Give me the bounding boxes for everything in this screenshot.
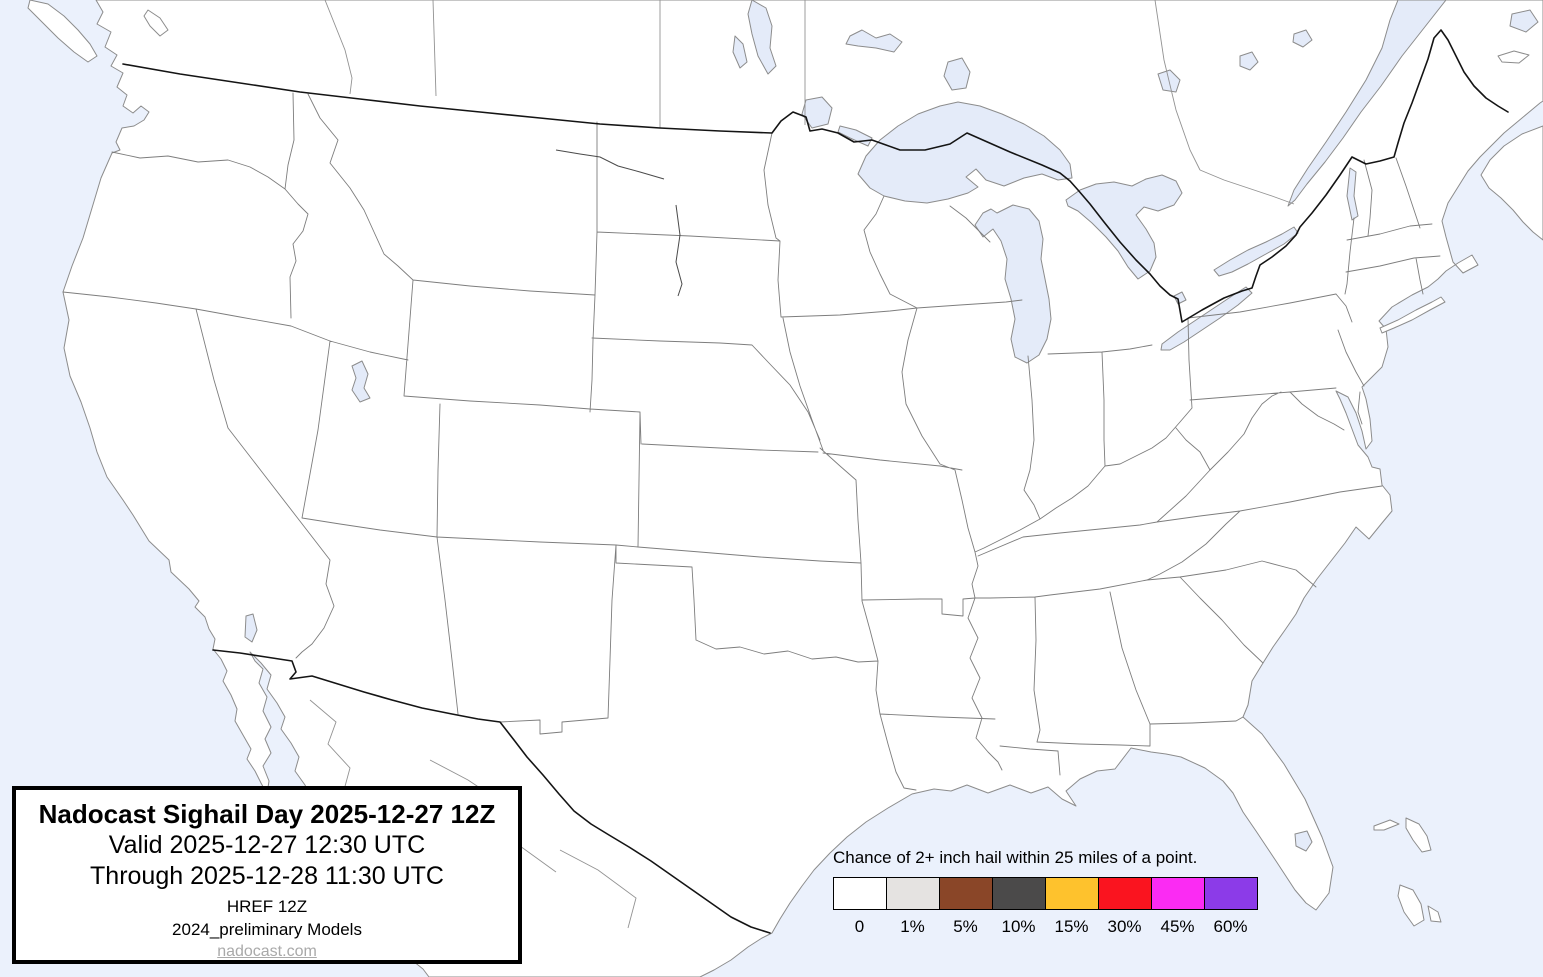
legend-tick-30: 30% xyxy=(1107,917,1142,936)
legend-label: Chance of 2+ inch hail within 25 miles o… xyxy=(833,848,1198,867)
legend-swatch-10 xyxy=(992,877,1046,910)
canadian-lakes xyxy=(732,0,1539,147)
legend-swatch-30 xyxy=(1098,877,1152,910)
bahamas-islands xyxy=(1373,817,1442,927)
legend-tick-row: 0 1% 5% 10% 15% 30% 45% 60% xyxy=(833,917,1273,937)
lake-michigan xyxy=(974,204,1052,364)
legend-swatch-60 xyxy=(1204,877,1258,910)
lake-huron xyxy=(1065,174,1183,280)
legend-swatch-row xyxy=(833,877,1273,910)
lake-champlain xyxy=(1346,167,1359,221)
models-note-line: 2024_preliminary Models xyxy=(172,920,362,939)
long-island xyxy=(1379,296,1446,334)
nadocast-site-link[interactable]: nadocast.com xyxy=(217,943,317,960)
legend-tick-1: 1% xyxy=(900,917,925,936)
missouri-river xyxy=(555,149,683,297)
canada-border xyxy=(122,29,1509,323)
legend-tick-15: 15% xyxy=(1054,917,1089,936)
mainland-coast xyxy=(62,0,1543,977)
legend-swatch-45 xyxy=(1151,877,1205,910)
legend-swatch-0 xyxy=(833,877,887,910)
legend-tick-60: 60% xyxy=(1213,917,1248,936)
lake-erie xyxy=(1160,286,1253,351)
state-borders xyxy=(62,92,1441,791)
lake-superior xyxy=(857,101,1073,204)
model-name-line: HREF 12Z xyxy=(226,897,308,916)
legend-swatch-1 xyxy=(886,877,940,910)
legend-swatch-15 xyxy=(1045,877,1099,910)
through-time-line: Through 2025-12-28 11:30 UTC xyxy=(90,862,444,890)
legend-tick-5: 5% xyxy=(953,917,978,936)
lake-okeechobee xyxy=(1294,830,1313,852)
lake-ontario xyxy=(1213,226,1299,277)
great-salt-lake xyxy=(351,360,371,403)
probability-legend: Chance of 2+ inch hail within 25 miles o… xyxy=(833,848,1273,937)
nova-scotia xyxy=(1480,50,1543,241)
lake-st-clair xyxy=(1173,291,1187,305)
landmass xyxy=(27,0,1543,977)
salton-sea xyxy=(244,613,258,643)
legend-tick-10: 10% xyxy=(1001,917,1036,936)
legend-tick-0: 0 xyxy=(854,917,865,936)
national-borders xyxy=(122,29,1509,934)
vancouver-island xyxy=(27,0,169,63)
lakes xyxy=(244,0,1539,852)
legend-swatch-5 xyxy=(939,877,993,910)
forecast-title: Nadocast Sighail Day 2025-12-27 12Z xyxy=(38,799,496,829)
st-lawrence-river xyxy=(1287,0,1447,207)
legend-tick-45: 45% xyxy=(1160,917,1195,936)
valid-time-line: Valid 2025-12-27 12:30 UTC xyxy=(108,831,426,859)
title-box: Nadocast Sighail Day 2025-12-27 12Z Vali… xyxy=(12,786,522,964)
mexico-border xyxy=(212,649,771,934)
